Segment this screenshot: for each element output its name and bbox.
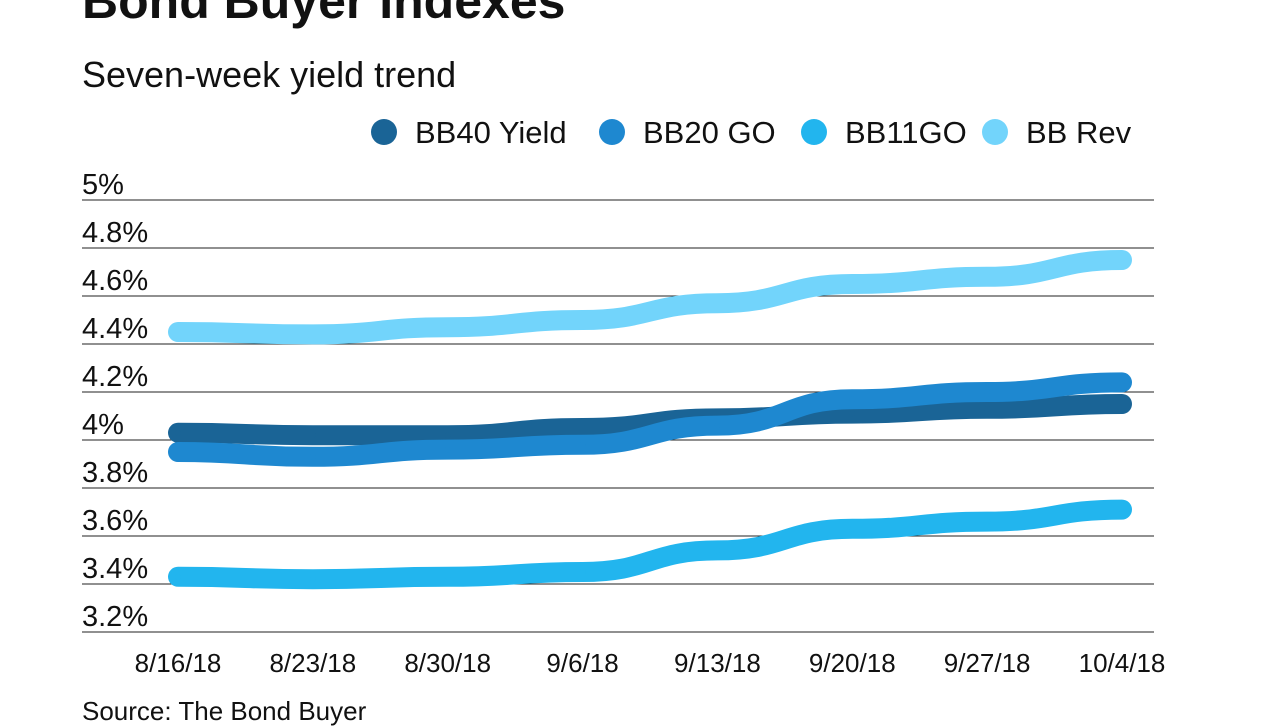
x-tick-label: 9/6/18 — [546, 648, 618, 678]
data-point — [579, 441, 586, 448]
data-point — [849, 410, 856, 417]
data-point — [579, 317, 586, 323]
x-tick-label: 8/23/18 — [269, 648, 356, 678]
series-line-bb20-go — [168, 372, 1132, 467]
data-point — [309, 576, 316, 583]
legend-marker — [371, 119, 397, 145]
data-point — [1119, 506, 1125, 513]
legend-marker — [801, 119, 827, 145]
legend-label: BB20 GO — [643, 115, 776, 150]
data-point — [579, 569, 586, 575]
data-point — [444, 432, 451, 439]
data-point — [984, 389, 991, 395]
x-tick-label: 8/30/18 — [404, 648, 491, 678]
data-point — [849, 281, 856, 287]
y-tick-label: 4.4% — [82, 313, 148, 345]
data-point — [984, 518, 991, 525]
data-point — [1119, 257, 1125, 263]
series-line-bb11go — [168, 499, 1132, 590]
data-point — [175, 449, 181, 455]
y-tick-label: 3.6% — [82, 505, 148, 537]
legend-label: BB11GO — [845, 115, 967, 150]
y-tick-label: 5% — [82, 169, 124, 201]
data-point — [444, 446, 451, 453]
chart-title: Bond Buyer Indexes — [82, 0, 566, 29]
data-point — [175, 573, 181, 580]
data-point — [444, 324, 451, 331]
y-tick-label: 3.2% — [82, 601, 148, 633]
data-point — [984, 405, 991, 412]
data-point — [175, 429, 181, 436]
x-tick-label: 9/20/18 — [809, 648, 896, 678]
y-tick-label: 4.2% — [82, 361, 148, 393]
x-tick-label: 10/4/18 — [1079, 648, 1166, 678]
data-point — [714, 300, 721, 307]
source-note: Source: The Bond Buyer — [82, 696, 367, 726]
data-point — [984, 273, 991, 280]
y-tick-label: 4% — [82, 409, 124, 441]
legend-label: BB40 Yield — [415, 115, 567, 150]
y-tick-label: 3.8% — [82, 457, 148, 489]
series-line-bb-rev — [168, 250, 1132, 345]
data-point — [1119, 379, 1125, 386]
x-tick-label: 8/16/18 — [135, 648, 222, 678]
data-point — [175, 329, 181, 335]
data-point — [849, 525, 856, 532]
data-point — [714, 422, 721, 429]
x-tick-label: 9/13/18 — [674, 648, 761, 678]
data-point — [309, 432, 316, 439]
data-point — [714, 547, 721, 554]
data-point — [309, 331, 316, 338]
legend-marker — [599, 119, 625, 145]
series-line-bb40-yield — [168, 394, 1132, 446]
chart-subtitle: Seven-week yield trend — [82, 54, 457, 95]
data-point — [309, 453, 316, 460]
legend-marker — [982, 119, 1008, 145]
data-point — [1119, 401, 1125, 407]
x-tick-label: 9/27/18 — [944, 648, 1031, 678]
legend-label: BB Rev — [1026, 115, 1132, 150]
y-tick-label: 4.6% — [82, 265, 148, 297]
y-tick-label: 4.8% — [82, 217, 148, 249]
data-point — [579, 425, 586, 431]
data-point — [849, 396, 856, 403]
y-tick-label: 3.4% — [82, 553, 148, 585]
data-point — [444, 573, 451, 580]
